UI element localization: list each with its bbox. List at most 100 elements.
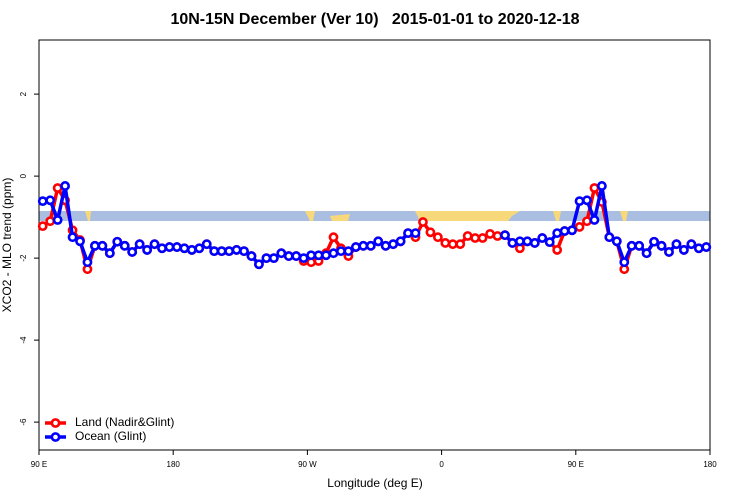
legend-marker: [50, 418, 61, 428]
data-point: [477, 233, 488, 243]
x-tick-label: 180: [167, 460, 181, 469]
data-point: [641, 248, 652, 259]
data-point: [201, 239, 212, 250]
data-point: [395, 236, 406, 247]
legend-marker: [50, 432, 61, 442]
legend-label: Ocean (Glint): [75, 429, 146, 443]
data-point: [462, 231, 473, 241]
data-point: [522, 236, 533, 247]
data-point: [134, 239, 145, 250]
y-tick-label: -6: [19, 418, 28, 426]
data-point: [701, 242, 712, 252]
land-strip: [305, 211, 315, 221]
data-point: [328, 232, 339, 243]
data-point: [194, 243, 205, 254]
data-point: [306, 250, 317, 261]
data-point: [90, 240, 100, 251]
data-point: [231, 245, 242, 255]
x-tick-label: 90 E: [31, 460, 47, 469]
data-point: [52, 215, 63, 225]
data-point: [373, 236, 384, 247]
data-point: [671, 239, 682, 250]
data-point: [336, 246, 346, 257]
data-point: [589, 215, 600, 225]
data-point: [656, 240, 667, 251]
series: [37, 181, 712, 270]
data-point: [82, 257, 93, 268]
data-point: [537, 233, 548, 243]
data-point: [447, 239, 458, 250]
ocean-strip: [39, 211, 710, 221]
data-point: [619, 257, 630, 268]
data-point: [365, 240, 376, 251]
data-point: [582, 216, 592, 227]
data-point: [500, 230, 510, 241]
data-point: [179, 243, 190, 254]
x-tick-label: 90 E: [568, 460, 584, 469]
data-point: [276, 248, 287, 259]
data-point: [52, 183, 63, 193]
data-point: [544, 237, 555, 248]
data-point: [455, 239, 466, 250]
data-point: [104, 248, 115, 259]
data-point: [186, 245, 197, 255]
data-point: [112, 236, 123, 247]
data-point: [388, 239, 399, 250]
x-tick-label: 180: [703, 460, 717, 469]
data-point: [574, 222, 585, 232]
data-point: [216, 246, 227, 257]
data-point: [679, 245, 689, 255]
data-point: [634, 240, 645, 251]
data-point: [261, 253, 272, 264]
data-point: [268, 253, 279, 264]
data-point: [507, 238, 518, 248]
data-point: [485, 229, 495, 239]
data-point: [611, 236, 622, 247]
data-point: [567, 225, 577, 236]
data-point: [559, 226, 570, 236]
y-tick-label: 2: [19, 91, 28, 96]
data-point: [75, 236, 85, 247]
data-point: [157, 243, 167, 254]
y-tick-label: -2: [19, 254, 28, 262]
data-point: [649, 236, 659, 247]
y-tick-label: 0: [19, 173, 28, 178]
data-point: [350, 242, 361, 252]
data-point: [604, 232, 615, 243]
data-point: [239, 246, 249, 257]
data-point: [127, 247, 138, 257]
data-point: [67, 232, 78, 243]
data-point: [254, 259, 264, 270]
y-axis-label: XCO2 - MLO trend (ppm): [0, 178, 14, 313]
data-point: [492, 231, 503, 241]
data-point: [403, 228, 413, 239]
data-point: [45, 195, 56, 206]
data-point: [664, 247, 674, 257]
data-point: [97, 240, 108, 251]
data-point: [410, 228, 421, 239]
data-point: [119, 240, 130, 251]
x-tick-label: 90 W: [298, 460, 317, 469]
y-tick-label: -4: [19, 336, 28, 344]
data-point: [321, 250, 331, 261]
data-point: [686, 239, 697, 250]
data-point: [552, 228, 563, 239]
data-point: [313, 250, 324, 261]
data-point: [470, 233, 481, 243]
data-point: [283, 251, 294, 261]
data-point: [209, 246, 220, 257]
data-point: [298, 253, 309, 264]
data-point: [529, 238, 540, 248]
data-point: [574, 196, 585, 207]
data-point: [37, 196, 48, 207]
data-point: [589, 183, 600, 193]
x-tick-label: 0: [439, 460, 444, 469]
data-point: [440, 238, 451, 248]
data-point: [224, 246, 235, 257]
data-point: [45, 216, 56, 227]
data-point: [164, 242, 175, 252]
data-point: [37, 221, 48, 232]
data-point: [60, 181, 70, 191]
land-strip: [553, 211, 561, 221]
data-point: [172, 242, 182, 252]
